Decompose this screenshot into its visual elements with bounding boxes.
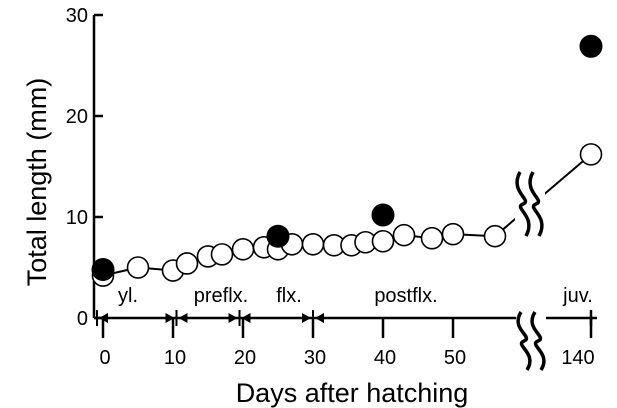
open-circle-point	[483, 224, 507, 248]
break-mark	[515, 171, 531, 237]
x-tick-label: 20	[234, 347, 256, 369]
open-circle-point	[231, 238, 255, 261]
x-tick-label: 140	[561, 347, 594, 369]
open-circle-point	[126, 256, 150, 279]
x-tick-label: 50	[444, 347, 466, 369]
open-circle-point	[210, 243, 234, 266]
filled-circle-point	[579, 34, 603, 58]
stage-bars: yl. preflx. flx. postflx. juv.	[96, 285, 593, 326]
filled-circle-point	[371, 203, 395, 227]
stage-label: preflx.	[194, 285, 248, 307]
stage-label: juv.	[562, 285, 593, 307]
y-axis-label: Total length (mm)	[22, 78, 52, 287]
open-circle-point	[301, 232, 325, 256]
x-axis-label: Days after hatching	[236, 378, 469, 408]
x-tick-label: 10	[164, 347, 186, 369]
open-circle-point	[579, 143, 603, 166]
axis-breaks	[515, 170, 546, 371]
y-tick-label: 10	[66, 207, 88, 229]
stage-arrow-head	[165, 313, 175, 323]
stage-arrow-head	[99, 313, 108, 323]
y-tick-label: 0	[77, 308, 88, 330]
filled-circle-point	[91, 258, 115, 282]
break-mark	[528, 171, 544, 237]
stage-arrow-head	[178, 313, 188, 323]
open-circle-point	[371, 229, 395, 253]
axes: 0 10 20 30 0 10 20 30 40 50 140	[66, 5, 597, 369]
stage-arrow-head	[302, 313, 311, 323]
y-tick-label: 20	[66, 106, 88, 128]
stage-label: flx.	[276, 285, 302, 307]
stage-arrow-head	[228, 313, 238, 323]
stage-label: postflx.	[374, 285, 437, 307]
stage-arrow-head	[315, 313, 324, 323]
x-tick-label: 0	[99, 347, 110, 369]
stage-arrow-head	[241, 313, 251, 323]
open-circle-point	[441, 222, 465, 246]
open-circle-point	[175, 252, 199, 275]
break-mark	[516, 311, 532, 371]
y-tick-label: 30	[66, 5, 88, 27]
open-circle-point	[420, 226, 444, 250]
filled-circle-point	[266, 224, 290, 248]
stage-label: yl.	[118, 285, 138, 307]
open-circle-point	[392, 223, 416, 247]
x-tick-label: 40	[374, 347, 396, 369]
break-mark	[530, 311, 546, 371]
x-tick-label: 30	[304, 347, 326, 369]
data-markers	[91, 34, 603, 287]
